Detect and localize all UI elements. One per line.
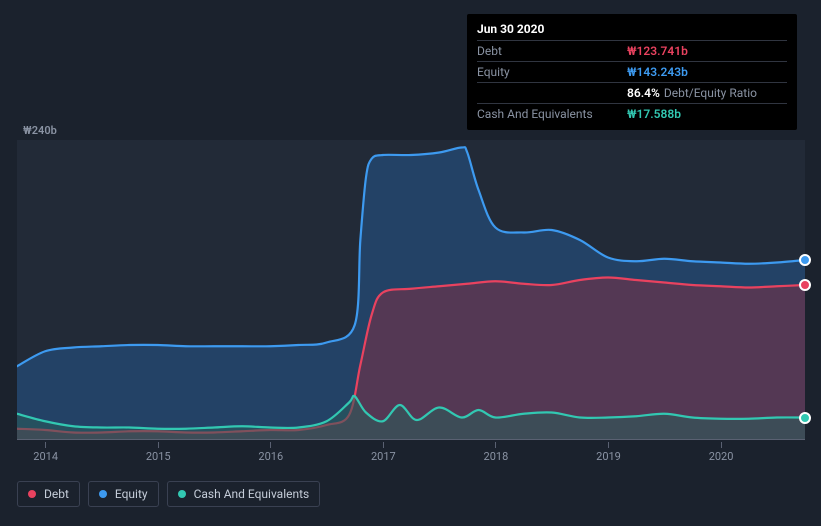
x-tick: 2019 xyxy=(608,442,609,448)
area-chart xyxy=(17,140,805,440)
legend-item[interactable]: Cash And Equivalents xyxy=(167,481,321,507)
tooltip-row: Cash And Equivalents₩17.588b xyxy=(477,103,787,124)
x-tick-line xyxy=(608,442,609,448)
legend-item-label: Equity xyxy=(115,487,148,501)
x-tick-label: 2018 xyxy=(484,450,509,463)
tooltip-row: 86.4%Debt/Equity Ratio xyxy=(477,82,787,103)
x-tick-line xyxy=(721,442,722,448)
tooltip-rows: Debt₩123.741bEquity₩143.243b86.4%Debt/Eq… xyxy=(477,40,787,124)
x-tick-line xyxy=(495,442,496,448)
tooltip-row-label: Equity xyxy=(477,63,627,81)
tooltip-row: Debt₩123.741b xyxy=(477,40,787,61)
x-tick-label: 2015 xyxy=(146,450,171,463)
x-tick-line xyxy=(158,442,159,448)
tooltip-row-value: ₩143.243b xyxy=(627,63,688,81)
x-tick: 2018 xyxy=(495,442,496,448)
x-tick-line xyxy=(270,442,271,448)
x-axis: 2014 2015 2016 2017 2018 2019 2020 xyxy=(17,442,805,472)
x-tick: 2016 xyxy=(270,442,271,448)
legend-item[interactable]: Equity xyxy=(88,481,159,507)
tooltip-date: Jun 30 2020 xyxy=(477,20,787,38)
x-tick-line xyxy=(45,442,46,448)
tooltip-row-value: ₩17.588b xyxy=(627,105,681,123)
legend-dot-icon xyxy=(28,490,36,498)
y-axis-label-top: ₩240b xyxy=(23,124,57,137)
tooltip-row-value: 86.4% xyxy=(627,84,660,102)
series-end-dot-equity xyxy=(799,254,811,266)
tooltip-row-value: ₩123.741b xyxy=(627,42,688,60)
legend-item-label: Debt xyxy=(44,487,69,501)
x-tick-label: 2020 xyxy=(709,450,734,463)
legend-item[interactable]: Debt xyxy=(17,481,80,507)
x-tick: 2020 xyxy=(721,442,722,448)
legend-dot-icon xyxy=(99,490,107,498)
x-tick: 2017 xyxy=(383,442,384,448)
x-tick-line xyxy=(383,442,384,448)
tooltip-row-label: Debt xyxy=(477,42,627,60)
tooltip-row-label xyxy=(477,84,627,102)
chart-legend: Debt Equity Cash And Equivalents xyxy=(17,481,320,507)
legend-dot-icon xyxy=(178,490,186,498)
chart-tooltip: Jun 30 2020 Debt₩123.741bEquity₩143.243b… xyxy=(467,14,797,130)
x-tick-label: 2019 xyxy=(596,450,621,463)
x-tick-label: 2016 xyxy=(258,450,283,463)
tooltip-row: Equity₩143.243b xyxy=(477,61,787,82)
x-tick: 2015 xyxy=(158,442,159,448)
legend-item-label: Cash And Equivalents xyxy=(194,487,310,501)
x-tick: 2014 xyxy=(45,442,46,448)
series-end-dot-debt xyxy=(799,279,811,291)
x-tick-label: 2014 xyxy=(33,450,58,463)
series-end-dot-cash xyxy=(799,412,811,424)
x-tick-label: 2017 xyxy=(371,450,396,463)
tooltip-row-sublabel: Debt/Equity Ratio xyxy=(664,84,757,102)
tooltip-row-label: Cash And Equivalents xyxy=(477,105,627,123)
